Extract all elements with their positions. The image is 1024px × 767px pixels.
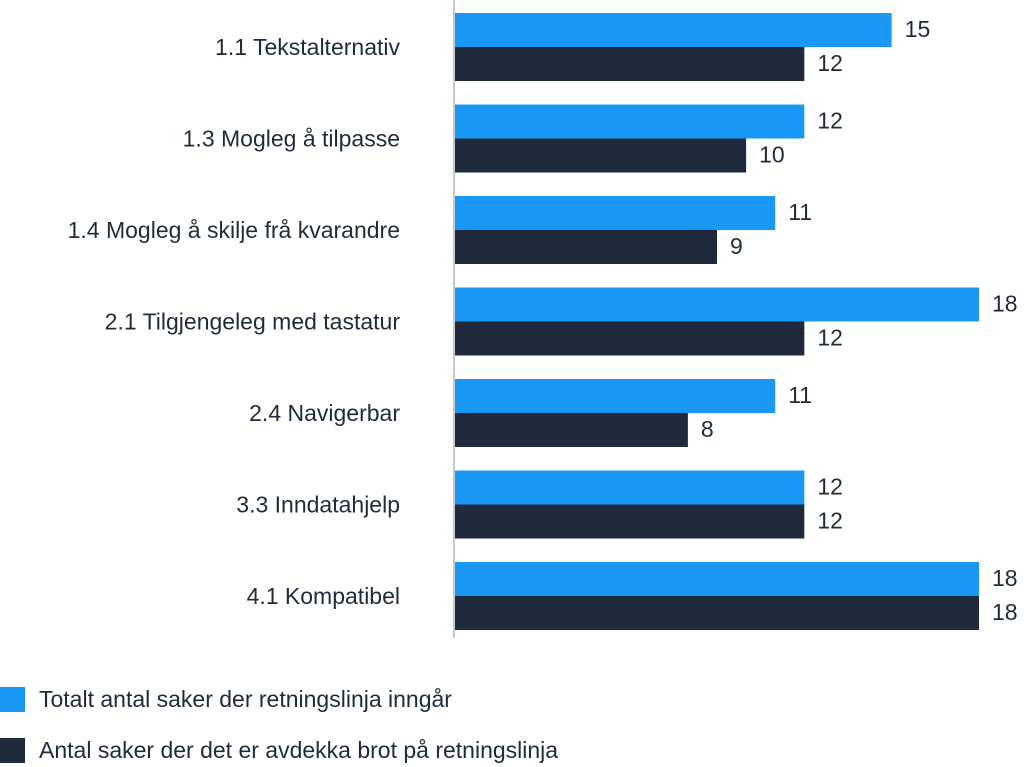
data-label-breach: 9 bbox=[730, 233, 743, 259]
legend-swatch-total bbox=[0, 686, 25, 712]
data-label-total: 18 bbox=[992, 291, 1018, 317]
bar-total bbox=[455, 196, 776, 230]
category-label: 1.4 Mogleg å skilje frå kvarandre bbox=[68, 217, 400, 243]
data-label-total: 18 bbox=[992, 565, 1018, 591]
category-label: 2.1 Tilgjengeleg med tastatur bbox=[105, 309, 401, 335]
bar-total bbox=[455, 379, 776, 413]
bar-total bbox=[455, 287, 979, 322]
legend-item-total: Totalt antal saker der retningslinja inn… bbox=[0, 684, 452, 714]
bar-breach bbox=[455, 138, 747, 173]
data-label-total: 11 bbox=[788, 382, 812, 408]
bar-breach bbox=[455, 596, 979, 630]
data-label-breach: 18 bbox=[992, 599, 1018, 625]
data-label-breach: 12 bbox=[817, 325, 843, 351]
category-label: 4.1 Kompatibel bbox=[247, 583, 400, 609]
data-label-total: 11 bbox=[788, 199, 812, 225]
bar-breach bbox=[455, 47, 805, 81]
data-label-breach: 10 bbox=[759, 142, 785, 168]
bar-total bbox=[455, 470, 805, 505]
category-label: 2.4 Navigerbar bbox=[249, 400, 400, 426]
legend-swatch-breach bbox=[0, 737, 25, 763]
category-label: 1.1 Tekstalternativ bbox=[215, 34, 400, 60]
legend-label-total: Totalt antal saker der retningslinja inn… bbox=[39, 685, 452, 712]
bar-breach bbox=[455, 230, 717, 264]
data-label-breach: 12 bbox=[817, 508, 843, 534]
bar-total bbox=[455, 13, 892, 47]
category-label: 3.3 Inndatahjelp bbox=[236, 492, 400, 518]
bar-total bbox=[455, 104, 805, 139]
category-label: 1.3 Mogleg å tilpasse bbox=[183, 126, 400, 152]
bar-breach bbox=[455, 504, 805, 539]
bar-breach bbox=[455, 321, 805, 356]
legend-label-breach: Antal saker der det er avdekka brot på r… bbox=[39, 736, 559, 763]
bar-chart: 1.1 Tekstalternativ 15 12 1.3 Mogleg å tilp… bbox=[68, 0, 1018, 638]
data-label-total: 12 bbox=[817, 474, 843, 500]
data-label-breach: 12 bbox=[817, 50, 843, 76]
bar-total bbox=[455, 562, 979, 596]
data-label-total: 12 bbox=[817, 108, 843, 134]
legend-item-breach: Antal saker der det er avdekka brot på r… bbox=[0, 735, 558, 765]
data-label-total: 15 bbox=[905, 16, 931, 42]
data-label-breach: 8 bbox=[701, 416, 714, 442]
bar-breach bbox=[455, 413, 688, 447]
